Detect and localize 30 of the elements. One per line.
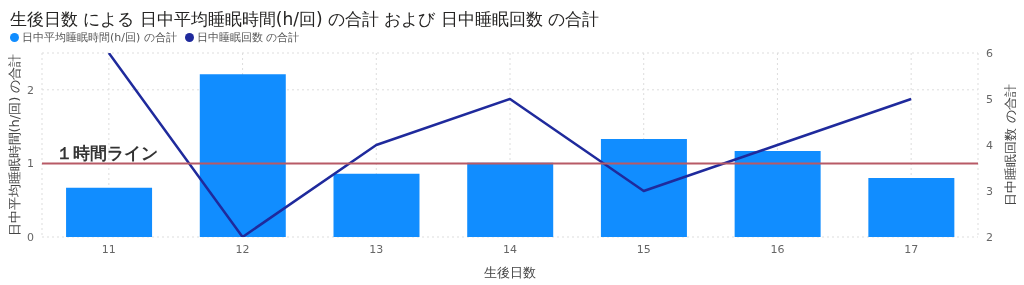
chart-title: 生後日数 による 日中平均睡眠時間(h/回) の合計 および 日中睡眠回数 の合計: [9, 8, 601, 30]
bar: [66, 187, 153, 237]
ref-line-label: １時間ライン: [56, 143, 158, 164]
y-tick-label: 2: [27, 83, 34, 97]
x-tick-label: 13: [369, 242, 384, 256]
x-tick-label: 12: [235, 242, 250, 256]
y2-tick-label: 4: [986, 138, 993, 152]
y-tick-label: 1: [27, 157, 34, 171]
x-tick-label: 16: [770, 242, 785, 256]
y2-tick-label: 6: [986, 46, 993, 60]
y2-axis-title: 日中睡眠回数 の合計: [1002, 84, 1018, 206]
y2-tick-label: 2: [986, 230, 993, 244]
legend-label: 日中平均睡眠時間(h/回) の合計: [21, 30, 177, 45]
bar: [333, 173, 420, 237]
bar: [199, 74, 286, 237]
legend-label: 日中睡眠回数 の合計: [195, 30, 300, 45]
x-tick-label: 17: [904, 242, 919, 256]
bar: [467, 162, 554, 237]
y2-tick-label: 3: [986, 184, 993, 198]
x-tick-label: 14: [503, 242, 517, 256]
bar: [600, 139, 687, 237]
x-axis-title: 生後日数: [484, 265, 536, 280]
x-tick-label: 11: [101, 242, 116, 256]
bar: [868, 178, 955, 237]
line-series: [107, 53, 913, 237]
y2-tick-label: 5: [986, 92, 993, 106]
x-tick-label: 15: [636, 242, 651, 256]
y-axis-title: 日中平均睡眠時間(h/回) の合計: [6, 53, 22, 237]
bar: [734, 150, 821, 237]
y-tick-label: 0: [27, 230, 34, 244]
